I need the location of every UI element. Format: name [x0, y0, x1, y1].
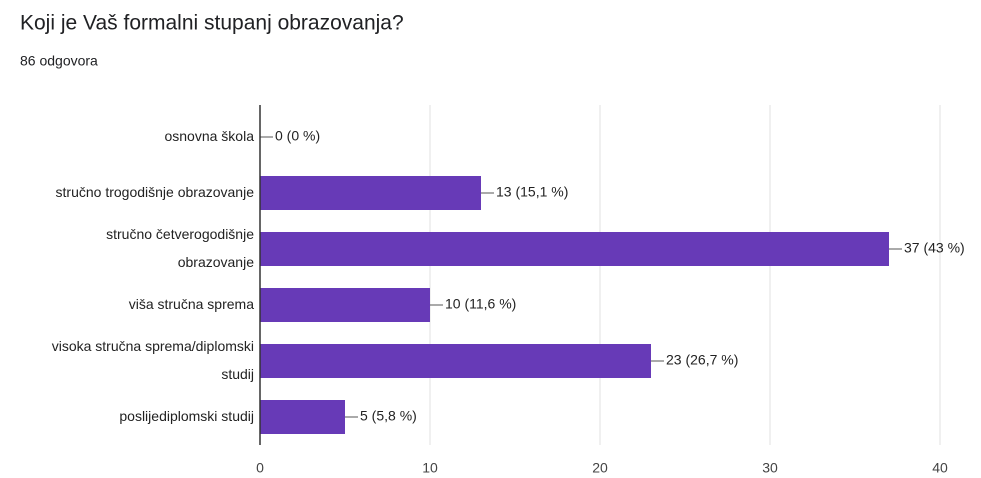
x-tick-label: 30 — [762, 460, 778, 476]
chart-subtitle: 86 odgovora — [20, 53, 98, 69]
x-tick-label: 10 — [422, 460, 438, 476]
y-tick-label: stručno četverogodišnje obrazovanje — [106, 226, 254, 270]
value-label: 13 (15,1 %) — [496, 184, 568, 200]
bar — [260, 288, 430, 322]
value-label: 10 (11,6 %) — [445, 296, 516, 312]
bar — [260, 344, 651, 378]
bar — [260, 400, 345, 434]
x-tick-label: 40 — [932, 460, 948, 476]
value-label: 0 (0 %) — [275, 128, 320, 144]
value-label: 37 (43 %) — [904, 240, 965, 256]
chart-title: Koji je Vaš formalni stupanj obrazovanja… — [20, 12, 404, 35]
y-tick-label: viša stručna sprema — [129, 296, 254, 312]
y-tick-label: visoka stručna sprema/diplomski studij — [52, 338, 254, 382]
value-label: 23 (26,7 %) — [666, 352, 738, 368]
y-tick-label: stručno trogodišnje obrazovanje — [56, 184, 255, 200]
y-tick-label: poslijediplomski studij — [119, 408, 254, 424]
x-tick-label: 0 — [256, 460, 264, 476]
x-tick-label: 20 — [592, 460, 608, 476]
value-label: 5 (5,8 %) — [360, 408, 417, 424]
bar — [260, 176, 481, 210]
y-tick-label: osnovna škola — [164, 128, 254, 144]
bar — [260, 232, 889, 266]
